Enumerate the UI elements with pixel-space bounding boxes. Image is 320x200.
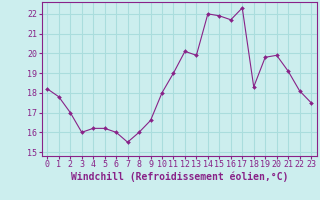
X-axis label: Windchill (Refroidissement éolien,°C): Windchill (Refroidissement éolien,°C) xyxy=(70,172,288,182)
